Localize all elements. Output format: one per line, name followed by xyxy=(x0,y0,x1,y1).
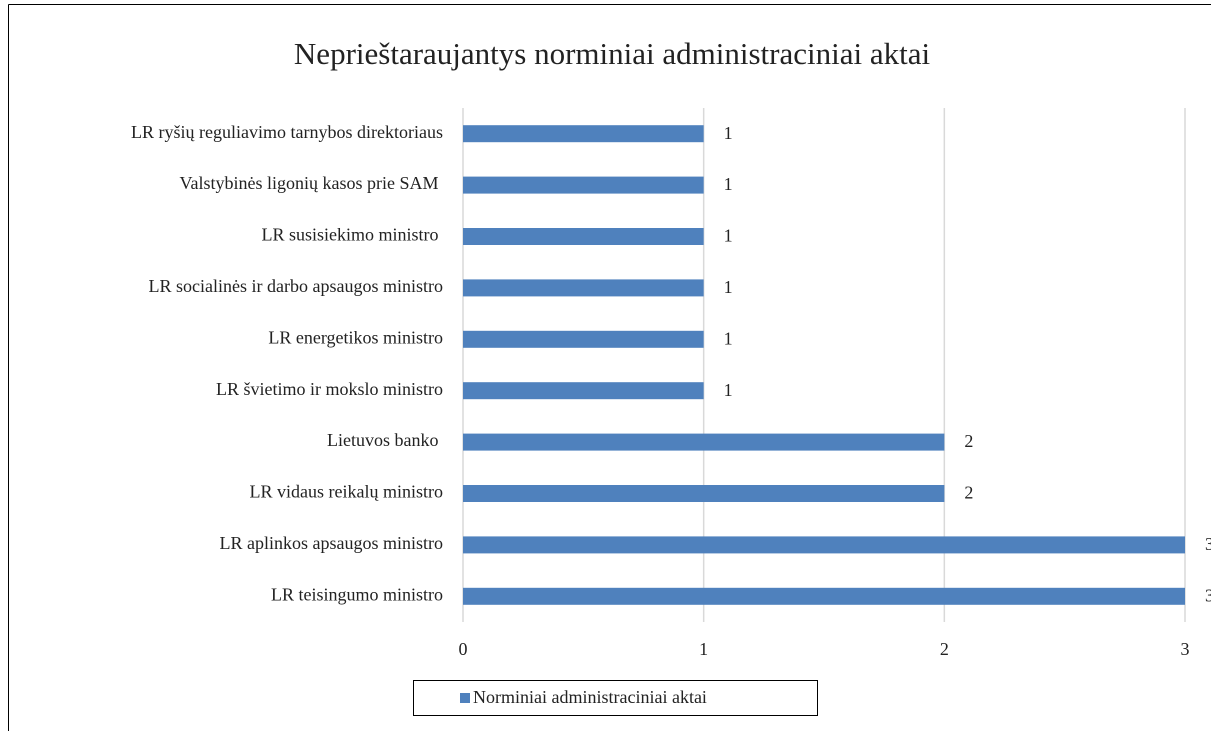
bar xyxy=(463,228,704,245)
chart-title: Neprieštaraujantys norminiai administrac… xyxy=(294,36,931,71)
legend-swatch xyxy=(460,693,470,703)
data-label: 2 xyxy=(964,431,973,451)
legend-label: Norminiai administraciniai aktai xyxy=(473,687,707,707)
y-tick-label: Lietuvos banko xyxy=(327,430,443,450)
data-label: 3 xyxy=(1205,585,1211,605)
bar xyxy=(463,536,1185,554)
data-label: 1 xyxy=(724,123,733,143)
data-label: 1 xyxy=(724,174,733,194)
data-label: 1 xyxy=(724,380,733,400)
y-tick-label: Valstybinės ligonių kasos prie SAM xyxy=(180,173,444,193)
data-label: 3 xyxy=(1205,534,1211,554)
data-label: 1 xyxy=(724,328,733,348)
x-tick-label: 2 xyxy=(940,639,949,659)
bar xyxy=(463,433,945,451)
x-tick-label: 0 xyxy=(459,639,468,659)
y-tick-label: LR vidaus reikalų ministro xyxy=(250,482,443,502)
bar xyxy=(463,125,704,143)
bar xyxy=(463,330,704,348)
x-tick-label: 3 xyxy=(1181,639,1190,659)
y-tick-label: LR aplinkos apsaugos ministro xyxy=(220,533,444,553)
bar xyxy=(463,176,704,194)
y-tick-label: LR teisingumo ministro xyxy=(271,584,443,604)
x-tick-label: 1 xyxy=(699,639,708,659)
data-label: 1 xyxy=(724,277,733,297)
bar xyxy=(463,587,1185,605)
legend-box xyxy=(413,680,818,716)
bar xyxy=(463,485,945,502)
bar xyxy=(463,382,704,400)
y-tick-label: LR socialinės ir darbo apsaugos ministro xyxy=(149,276,443,296)
data-label: 2 xyxy=(964,483,973,503)
y-tick-label: LR susisiekimo ministro xyxy=(261,225,443,245)
bar xyxy=(463,279,704,297)
y-tick-label: LR energetikos ministro xyxy=(268,327,443,347)
data-label: 1 xyxy=(724,226,733,246)
y-tick-label: LR ryšių reguliavimo tarnybos direktoria… xyxy=(131,122,443,142)
y-tick-label: LR švietimo ir mokslo ministro xyxy=(216,379,443,399)
